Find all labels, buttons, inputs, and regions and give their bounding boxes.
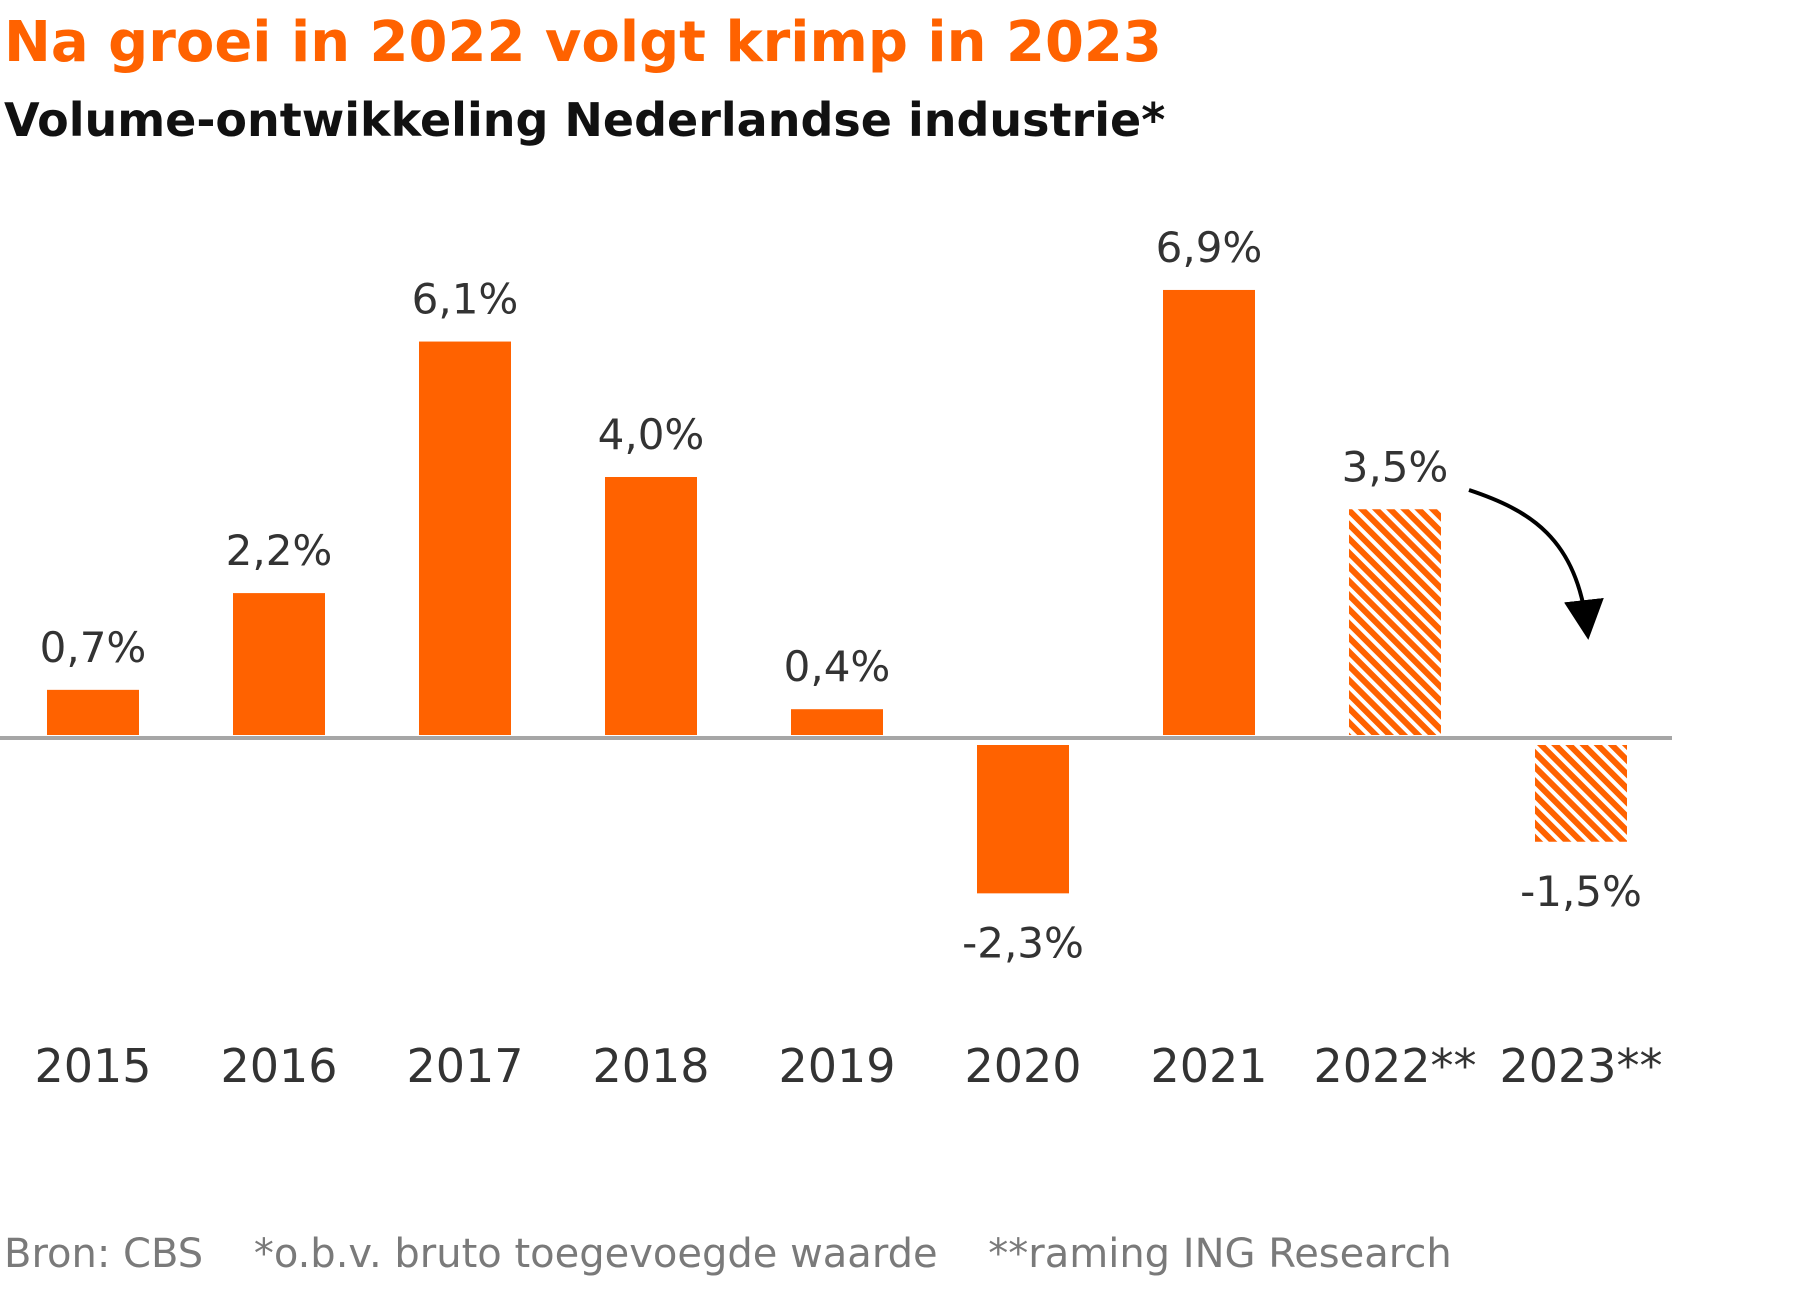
- value-label-2015: 0,7%: [40, 623, 147, 672]
- bar-2022-forecast: [1349, 509, 1441, 735]
- bar-2018: [605, 477, 697, 735]
- value-label-2017: 6,1%: [412, 275, 519, 324]
- bar-2016: [233, 593, 325, 735]
- value-label-2019: 0,4%: [784, 642, 891, 691]
- x-tick-label-2023: 2023**: [1499, 1039, 1662, 1093]
- bar-2019: [791, 709, 883, 735]
- value-label-2020: -2,3%: [962, 918, 1084, 967]
- value-label-2018: 4,0%: [598, 410, 705, 459]
- value-labels-group: 0,7% 2,2% 6,1% 4,0% 0,4% -2,3% 6,9% 3,5% -1,5%: [40, 223, 1642, 967]
- x-tick-label-2020: 2020: [964, 1039, 1081, 1093]
- trend-arrow-icon: [1468, 488, 1604, 640]
- bars-group: [47, 289, 1627, 894]
- value-label-2016: 2,2%: [226, 526, 333, 575]
- x-tick-label-2016: 2016: [220, 1039, 337, 1093]
- bar-2021: [1163, 289, 1255, 735]
- x-tick-label-2022: 2022**: [1313, 1039, 1476, 1093]
- x-axis-labels-group: 2015 2016 2017 2018 2019 2020 2021 2022** 2023**: [34, 1039, 1662, 1093]
- value-label-2022: 3,5%: [1342, 442, 1449, 491]
- x-tick-label-2019: 2019: [778, 1039, 895, 1093]
- chart-title: Na groei in 2022 volgt krimp in 2023: [4, 10, 1162, 75]
- annotations-group: [1468, 488, 1604, 640]
- x-tick-label-2015: 2015: [34, 1039, 151, 1093]
- footnote: Bron: CBS *o.b.v. bruto toegevoegde waar…: [4, 1228, 1452, 1280]
- source-note: Bron: CBS: [4, 1231, 204, 1277]
- value-label-2023: -1,5%: [1520, 867, 1642, 916]
- x-tick-label-2021: 2021: [1150, 1039, 1267, 1093]
- x-tick-label-2018: 2018: [592, 1039, 709, 1093]
- bar-2015: [47, 689, 139, 735]
- footnote-forecast: **raming ING Research: [988, 1231, 1452, 1277]
- bar-2017: [419, 341, 511, 735]
- bar-2020: [977, 745, 1069, 894]
- value-label-2021: 6,9%: [1156, 223, 1263, 272]
- chart-subtitle: Volume-ontwikkeling Nederlandse industri…: [4, 93, 1166, 147]
- footnote-estimate-basis: *o.b.v. bruto toegevoegde waarde: [253, 1231, 938, 1277]
- bar-2023-forecast: [1535, 745, 1627, 842]
- x-tick-label-2017: 2017: [406, 1039, 523, 1093]
